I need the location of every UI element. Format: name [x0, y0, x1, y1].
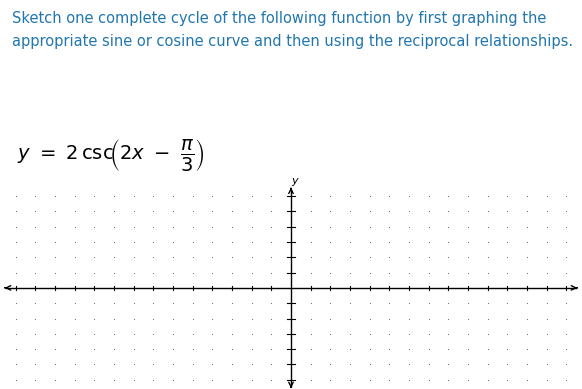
Text: $x$: $x$ — [581, 288, 582, 298]
Text: Sketch one complete cycle of the following function by first graphing the
approp: Sketch one complete cycle of the followi… — [12, 11, 573, 49]
Text: $y\ =\ 2\,\mathrm{csc}\!\left(2x\ -\ \dfrac{\pi}{3}\right)$: $y\ =\ 2\,\mathrm{csc}\!\left(2x\ -\ \df… — [17, 137, 205, 172]
Text: $y$: $y$ — [291, 176, 300, 188]
